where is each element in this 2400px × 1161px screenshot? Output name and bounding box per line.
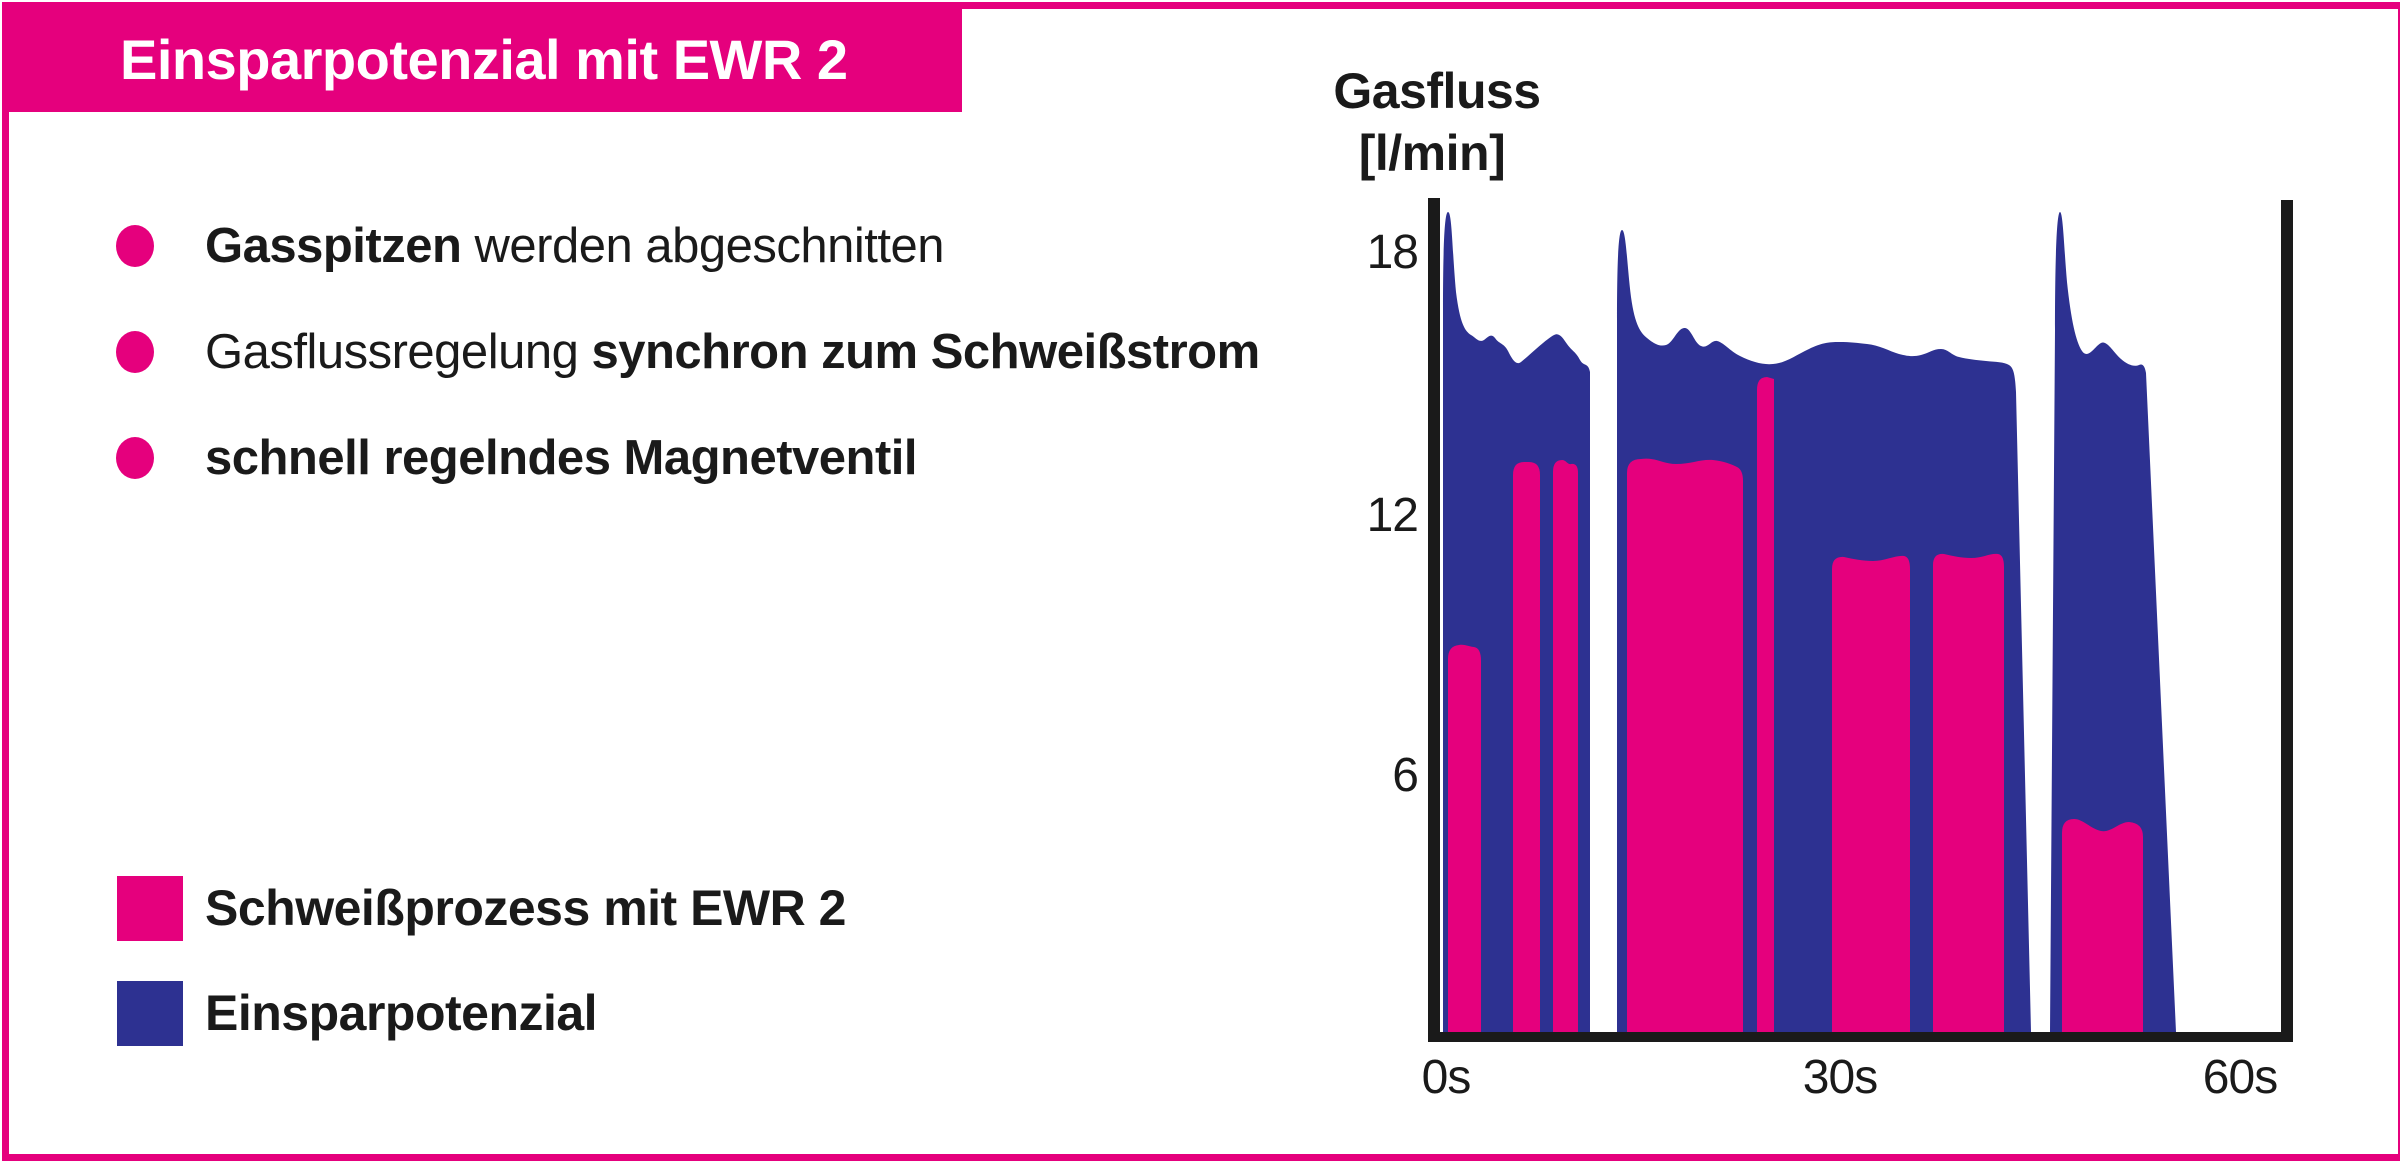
bullet-item-magnetventil: schnell regelndes Magnetventil (116, 408, 918, 508)
ewr2-bar-8 (2062, 819, 2143, 1032)
legend-label: Einsparpotenzial (205, 985, 598, 1041)
y-tick-18: 18 (1366, 226, 1419, 279)
bullet-dot-icon (116, 437, 154, 479)
bullet-item-gasspitzen: Gasspitzen werden abgeschnitten (116, 196, 944, 296)
bullet-text: Gasflussregelung synchron zum Schweißstr… (205, 324, 1260, 380)
bullet-text-bold: synchron zum Schweißstrom (591, 325, 1260, 379)
ewr2-bar-6 (1832, 555, 1910, 1032)
y-axis-line (1428, 198, 1440, 1042)
ewr2-bar-4 (1627, 458, 1743, 1032)
chart-right-border-line (2281, 200, 2293, 1042)
bullet-text-regular: Gasflussregelung (205, 325, 592, 379)
legend-item-schweissprozess: Schweißprozess mit EWR 2 (117, 875, 846, 941)
bullet-text: schnell regelndes Magnetventil (205, 430, 918, 486)
bullet-text: Gasspitzen werden abgeschnitten (205, 218, 944, 274)
bullet-dot-icon (116, 225, 154, 267)
title-banner: Einsparpotenzial mit EWR 2 (6, 7, 962, 112)
ewr2-bar-3 (1553, 460, 1578, 1032)
bullet-item-gasflussregelung: Gasflussregelung synchron zum Schweißstr… (116, 302, 1260, 402)
x-tick-60s: 60s (2202, 1051, 2278, 1104)
x-tick-30s: 30s (1802, 1051, 1878, 1104)
legend-swatch-blue (117, 980, 183, 1046)
ewr2-bar-5 (1757, 377, 1774, 1032)
y-tick-12: 12 (1366, 489, 1419, 542)
ewr2-bar-7 (1933, 553, 2004, 1032)
x-axis-line (1428, 1032, 2293, 1042)
y-tick-6: 6 (1392, 749, 1419, 802)
ewr2-bar-2 (1513, 462, 1540, 1032)
y-axis-title-line1: Gasfluss (1333, 63, 1541, 119)
legend-label: Schweißprozess mit EWR 2 (205, 880, 846, 936)
bullet-text-regular: werden abgeschnitten (461, 219, 945, 273)
page-title: Einsparpotenzial mit EWR 2 (120, 28, 848, 91)
ewr2-bar-1 (1448, 644, 1481, 1032)
bullet-text-bold: Gasspitzen (205, 219, 462, 273)
x-tick-0s: 0s (1421, 1051, 1472, 1104)
bullet-text-bold: schnell regelndes Magnetventil (205, 431, 918, 485)
legend-item-einsparpotenzial: Einsparpotenzial (117, 980, 598, 1046)
bullet-dot-icon (116, 331, 154, 373)
y-axis-title-line2: [l/min] (1358, 125, 1506, 181)
legend-swatch-magenta (117, 875, 183, 941)
